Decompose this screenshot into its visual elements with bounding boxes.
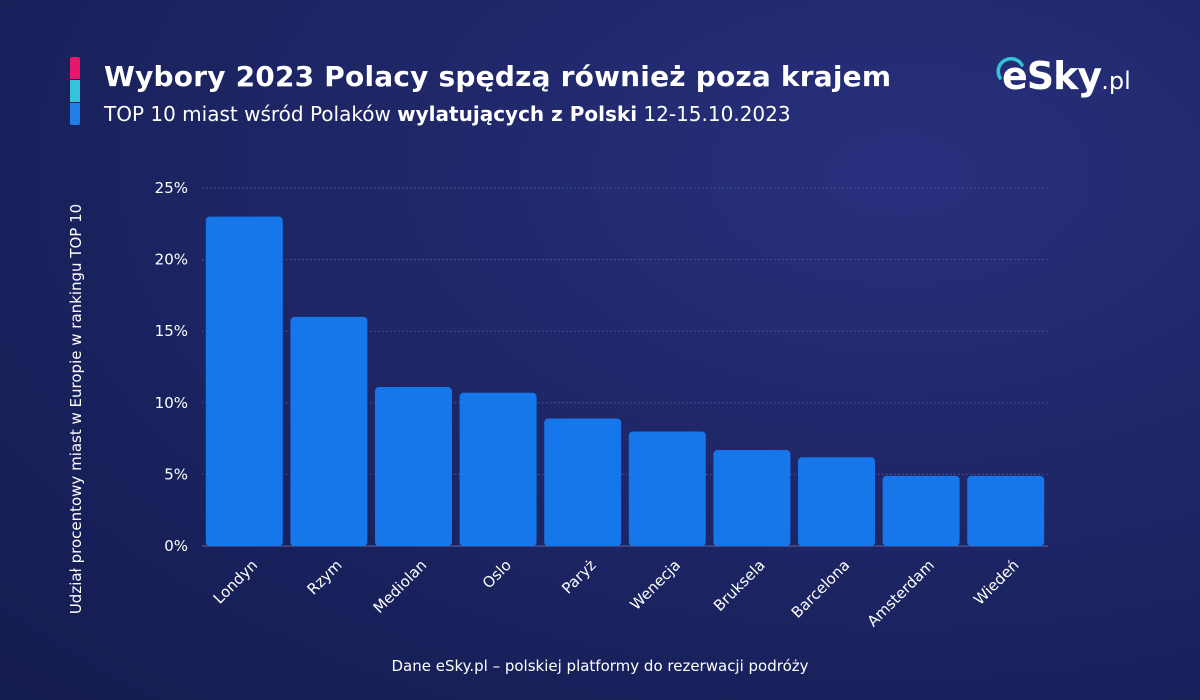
subtitle-text-bold: wylatujących z Polski xyxy=(397,102,638,126)
bar-wiedeń xyxy=(967,475,1045,546)
bar-oslo xyxy=(459,392,537,546)
y-tick-label: 5% xyxy=(164,465,188,483)
y-tick-label: 15% xyxy=(155,322,188,340)
subtitle-text-end: 12-15.10.2023 xyxy=(637,102,791,126)
footer-source: Dane eSky.pl – polskiej platformy do rez… xyxy=(391,657,809,675)
y-tick-label: 25% xyxy=(155,179,188,197)
y-tick-label: 10% xyxy=(155,394,188,412)
bar-amsterdam xyxy=(882,475,960,546)
logo-e-wrap: e xyxy=(996,54,1028,98)
bar-rzym xyxy=(290,316,368,546)
bar-paryż xyxy=(544,418,622,546)
chart-title: Wybory 2023 Polacy spędzą również poza k… xyxy=(104,60,892,93)
x-tick-label: Barcelona xyxy=(788,556,854,622)
bar-wenecja xyxy=(628,431,706,546)
bar-mediolan xyxy=(375,387,452,546)
bar-bruksela xyxy=(713,450,791,546)
y-tick-label: 20% xyxy=(155,251,188,269)
subtitle-text-start: TOP 10 miast wśród Polaków xyxy=(104,102,398,126)
x-tick-label: Rzym xyxy=(303,556,345,598)
x-tick-label: Wenecja xyxy=(626,556,684,614)
bar-londyn xyxy=(205,216,283,546)
chart-subtitle: TOP 10 miast wśród Polaków wylatujących … xyxy=(104,102,791,126)
x-tick-label: Oslo xyxy=(479,556,515,592)
esky-logo: eSky.pl xyxy=(996,54,1131,98)
y-tick-label: 0% xyxy=(164,537,188,555)
logo-swoosh-icon xyxy=(996,57,1024,80)
accent-bar-pink xyxy=(70,57,80,79)
bar-barcelona xyxy=(798,457,875,546)
x-tick-label: Amsterdam xyxy=(864,556,938,630)
x-tick-label: Paryż xyxy=(558,556,599,597)
logo-sky: Sky xyxy=(1026,54,1102,98)
x-tick-label: Mediolan xyxy=(370,556,431,617)
logo-domain: .pl xyxy=(1101,67,1131,95)
x-tick-label: Wiedeń xyxy=(970,556,1022,608)
x-tick-label: Bruksela xyxy=(710,556,769,615)
accent-bar-blue xyxy=(70,103,80,125)
accent-bar-cyan xyxy=(70,80,80,102)
x-tick-label: Londyn xyxy=(210,556,261,607)
